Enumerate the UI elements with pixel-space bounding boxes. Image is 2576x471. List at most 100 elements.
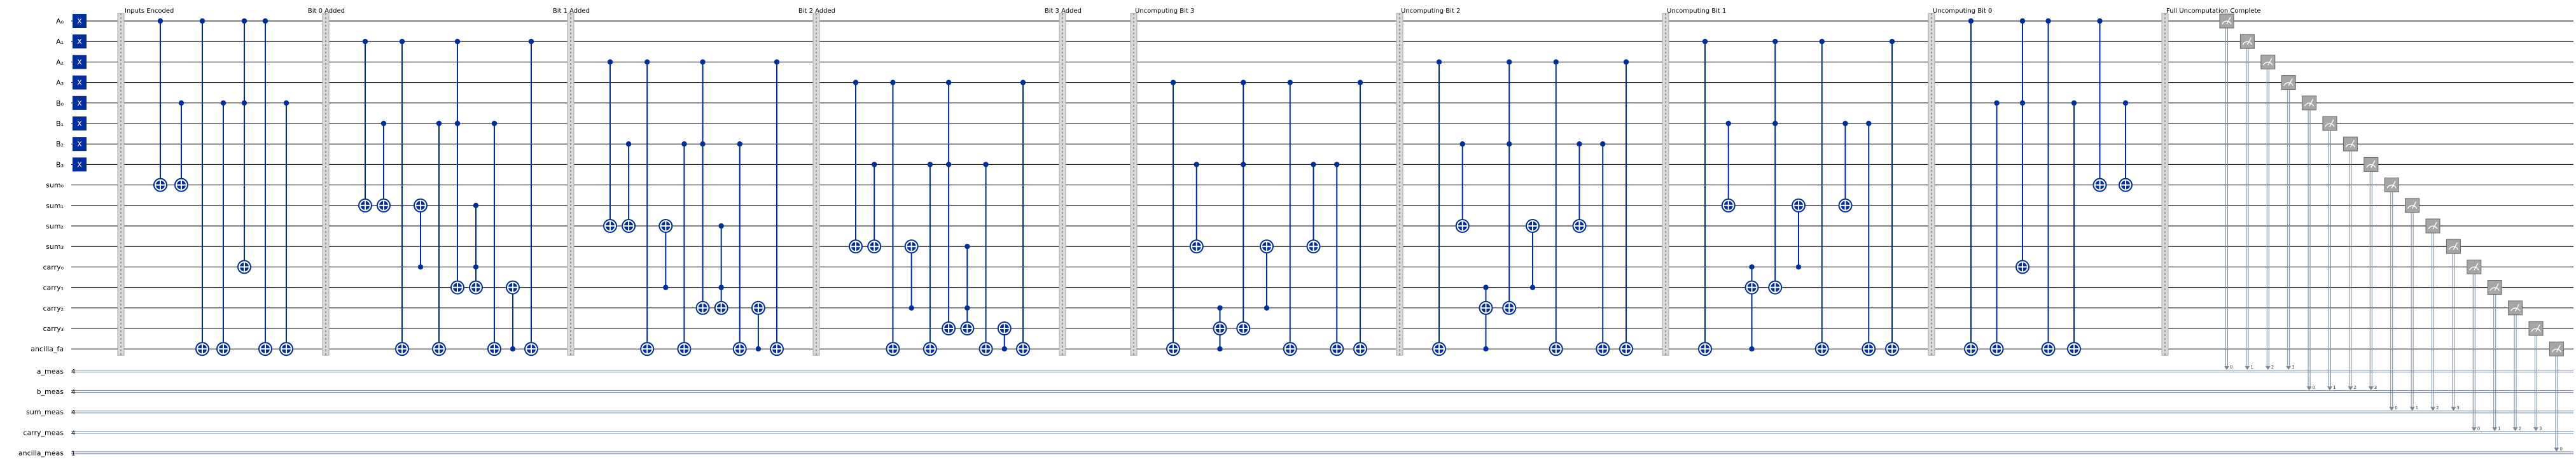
meter-arc [2448,246,2459,250]
bit-index: 3 [2292,365,2294,370]
meter-arc [2428,225,2438,230]
section-label: Uncomputing Bit 3 [1135,8,1194,15]
bit-index: 1 [2250,365,2253,370]
control-dot-icon [964,305,970,311]
control-dot-icon [1217,346,1223,352]
control-dot-icon [1483,285,1489,290]
control-dot-icon [1623,59,1629,65]
meter-arc [2531,328,2541,332]
control-dot-icon [1507,59,1512,65]
control-dot-icon [1311,162,1316,167]
x-gate-icon [73,14,87,28]
control-dot-icon [1529,285,1536,290]
control-dot-icon [399,38,405,45]
x-gate-icon [73,55,87,69]
control-dot-icon [945,80,952,85]
qubit-label: carry₃ [43,325,64,333]
control-dot-icon [491,120,498,127]
control-dot-icon [262,18,268,24]
meter-needle [2371,160,2376,168]
control-dot-icon [220,100,226,106]
bit-index: 0 [2313,385,2315,390]
control-dot-icon [890,80,896,85]
bit-index: 0 [2559,446,2562,451]
section-label: Full Uncomputation Complete [2166,8,2261,15]
control-dot-icon [872,162,877,167]
bit-index: 0 [2230,365,2232,370]
meter-needle [2246,37,2252,45]
meter-arc [2263,61,2273,66]
control-dot-icon [454,38,461,45]
control-dot-icon [1553,59,1559,65]
control-dot-icon [528,38,534,45]
register-size: 4 [71,389,75,396]
control-dot-icon [737,141,742,147]
meter-needle [2391,181,2396,188]
control-dot-icon [1702,38,1708,45]
bit-index: 1 [2498,426,2500,431]
control-dot-icon [1194,162,1199,167]
register-size: 4 [71,369,75,376]
classical-label: b_meas [37,388,64,396]
x-gate-label: X [77,120,82,128]
meter-arc [2510,307,2521,312]
meter-arc [2407,205,2418,209]
control-dot-icon [607,59,613,65]
meter-arc [2366,164,2376,168]
measure-arrow [2368,386,2374,391]
x-gate-icon [73,157,87,172]
control-dot-icon [853,80,859,85]
control-dot-icon [1994,100,2000,106]
section-label: Bit 2 Added [798,8,835,15]
meter-needle [2494,283,2499,291]
measure-arrow [2533,427,2538,432]
control-dot-icon [983,162,989,167]
control-dot-icon [700,141,706,147]
meter-needle [2432,221,2437,230]
control-dot-icon [1842,120,1848,127]
x-gate-label: X [77,140,82,148]
meter-needle [2453,242,2458,250]
control-dot-icon [473,264,479,270]
section-label: Inputs Encoded [125,8,174,15]
control-dot-icon [945,162,952,167]
measure-arrow [2348,386,2353,391]
control-dot-icon [1241,162,1246,167]
classical-label: carry_meas [23,428,64,437]
meter-arc [2222,20,2232,25]
x-gate-label: X [77,38,82,46]
register-size: 4 [71,409,75,416]
qubit-label: ancilla_fa [31,345,64,353]
control-dot-icon [1577,141,1582,147]
control-dot-icon [700,59,706,65]
control-dot-icon [2122,100,2129,106]
measure-arrow [2286,366,2292,370]
classical-label: ancilla_meas [18,449,64,457]
x-gate-label: X [77,160,82,169]
qubit-label: B₂ [56,140,64,148]
qubit-label: sum₃ [46,243,64,251]
qubit-label: sum₁ [46,202,64,210]
control-dot-icon [1264,305,1270,311]
control-dot-icon [178,100,184,106]
control-dot-icon [1483,346,1489,352]
register-size: 1 [71,450,75,457]
classical-label: sum_meas [26,408,64,416]
x-gate-icon [73,116,87,130]
control-dot-icon [1020,80,1026,85]
x-gate-label: X [77,99,82,108]
bit-index: 1 [2333,385,2336,390]
measure-arrow [2265,366,2271,370]
control-dot-icon [473,202,479,208]
control-dot-icon [663,285,669,290]
control-dot-icon [1889,38,1895,45]
meter-needle [2350,139,2355,148]
measure-arrow [2492,427,2498,432]
bit-index: 3 [2374,385,2377,390]
meter-needle [2267,58,2273,66]
bit-index: 3 [2539,426,2542,431]
measure-arrow [2451,407,2456,411]
control-dot-icon [718,223,724,229]
control-dot-icon [964,244,970,250]
